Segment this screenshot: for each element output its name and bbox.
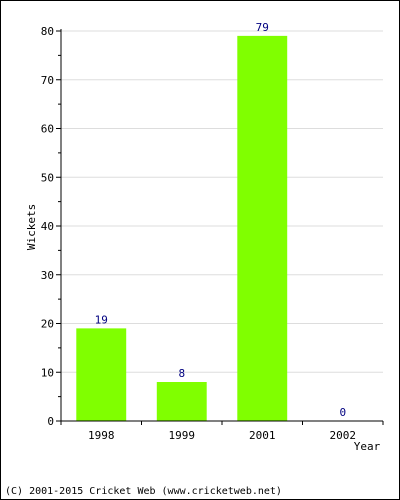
y-tick-label: 10 xyxy=(41,366,54,379)
bar xyxy=(76,328,127,421)
bar xyxy=(156,382,207,421)
y-tick-label: 80 xyxy=(41,25,54,38)
x-tick-label: 1999 xyxy=(169,429,196,442)
x-tick-label: 2001 xyxy=(249,429,276,442)
data-label: 19 xyxy=(95,313,108,326)
data-label: 8 xyxy=(178,367,185,380)
y-axis-title: Wickets xyxy=(25,204,38,250)
y-ticks: 0 10 20 30 40 50 60 70 80 xyxy=(41,25,61,428)
y-tick-label: 60 xyxy=(41,123,54,136)
data-label: 79 xyxy=(256,21,269,34)
y-tick-label: 50 xyxy=(41,171,54,184)
bars xyxy=(76,35,288,421)
x-tick-label: 1998 xyxy=(88,429,115,442)
copyright-footer: (C) 2001-2015 Cricket Web (www.cricketwe… xyxy=(5,486,282,497)
y-tick-label: 70 xyxy=(41,74,54,87)
gridlines xyxy=(61,30,383,373)
x-axis-title: Year xyxy=(354,440,381,453)
y-tick-label: 40 xyxy=(41,220,54,233)
y-tick-label: 20 xyxy=(41,318,54,331)
bar xyxy=(237,35,288,421)
y-tick-label: 0 xyxy=(47,415,54,428)
x-tick-label: 2002 xyxy=(330,429,357,442)
data-label: 0 xyxy=(339,406,346,419)
x-ticks: 1998 1999 2001 2002 xyxy=(60,421,384,442)
y-tick-label: 30 xyxy=(41,269,54,282)
data-labels: 19 8 79 0 xyxy=(95,21,346,419)
